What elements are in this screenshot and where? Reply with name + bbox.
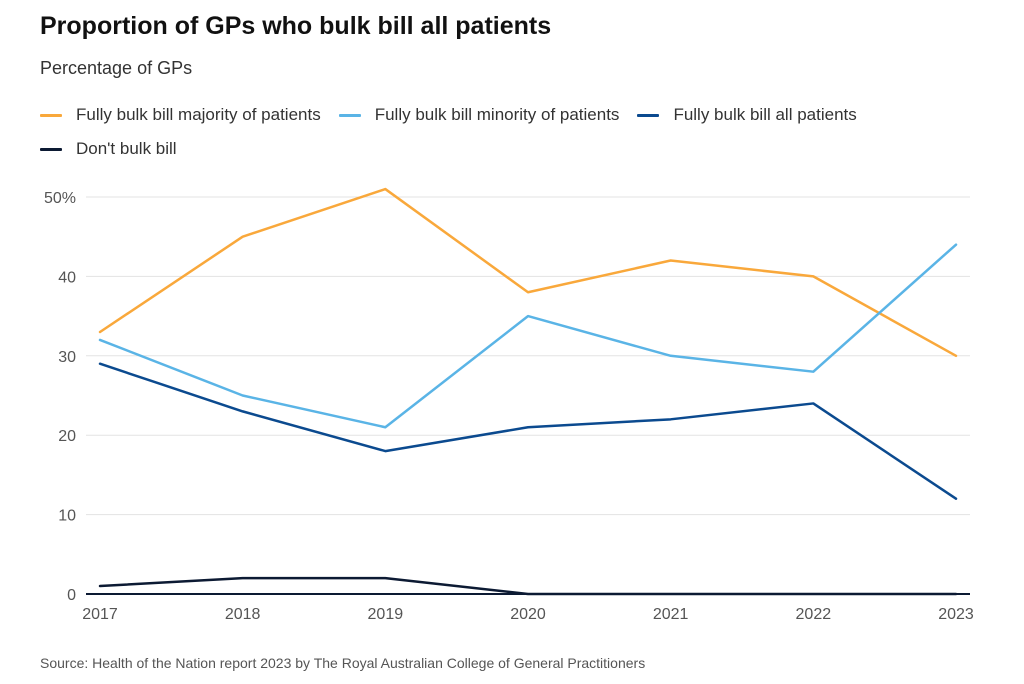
x-tick-label: 2017: [82, 606, 118, 623]
y-tick-label: 20: [58, 428, 76, 445]
legend-label-minority: Fully bulk bill minority of patients: [374, 105, 620, 124]
gridlines: [86, 196, 970, 595]
axis-labels: 0 10 20 30 40 50% 2017 2018 2019 2020 2021 2022 2023: [44, 190, 974, 623]
legend-swatch-majority: [40, 113, 62, 117]
legend-swatch-dont: [40, 147, 62, 151]
legend-label-dont: Don't bulk bill: [76, 139, 177, 158]
series-line-2: [98, 243, 958, 429]
series-lines: [98, 187, 958, 596]
source-note: Source: Health of the Nation report 2023…: [40, 655, 646, 671]
y-tick-label: 10: [58, 508, 76, 525]
chart-legend: Fully bulk bill majority of patients Ful…: [40, 104, 1000, 160]
chart-title: Proportion of GPs who bulk bill all pati…: [40, 12, 552, 40]
legend-item-minority: Fully bulk bill minority of patients: [338, 104, 620, 126]
legend-label-majority: Fully bulk bill majority of patients: [76, 105, 321, 124]
series-line-4: [98, 576, 958, 596]
x-tick-label: 2018: [225, 606, 261, 623]
legend-item-majority: Fully bulk bill majority of patients: [40, 104, 321, 126]
legend-item-all: Fully bulk bill all patients: [637, 104, 857, 126]
x-tick-label: 2023: [938, 606, 974, 623]
x-tick-label: 2022: [796, 606, 832, 623]
y-tick-label: 40: [58, 269, 76, 286]
x-tick-label: 2019: [368, 606, 404, 623]
chart-subtitle: Percentage of GPs: [40, 58, 193, 78]
legend-item-dont: Don't bulk bill: [40, 138, 177, 160]
x-tick-label: 2020: [510, 606, 546, 623]
legend-swatch-all: [637, 113, 660, 117]
legend-label-all: Fully bulk bill all patients: [673, 105, 857, 124]
y-tick-label: 50%: [44, 190, 76, 207]
y-tick-label: 0: [67, 587, 76, 604]
series-line-1: [98, 187, 958, 358]
y-tick-label: 30: [58, 349, 76, 366]
legend-swatch-minority: [338, 113, 361, 117]
line-chart: 0 10 20 30 40 50% 2017 2018 2019 2020 2021 2022 2023: [44, 187, 974, 623]
series-line-3: [98, 362, 958, 500]
x-tick-label: 2021: [653, 606, 689, 623]
